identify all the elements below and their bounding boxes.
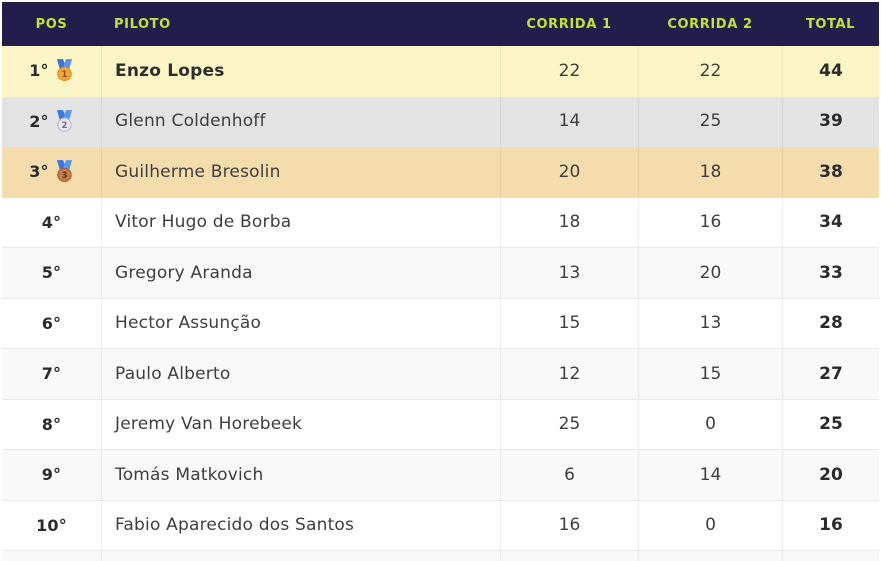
total-points: 16 — [782, 500, 879, 550]
race1-points: 25 — [500, 399, 638, 449]
column-header-corrida1: CORRIDA 1 — [526, 16, 612, 32]
race1-points: 15 — [500, 298, 638, 348]
table-row: 3° 3 Guilherme Bresolin 20 18 38 — [2, 147, 879, 198]
position-cell: 10° — [2, 501, 101, 551]
pilot-name: Guilherme Bresolin — [101, 147, 500, 197]
race1-points: 16 — [500, 500, 638, 550]
total-points: 27 — [782, 349, 879, 399]
pilot-name: Enzo Lopes — [101, 46, 500, 96]
race1-points: 22 — [500, 46, 638, 96]
race2-points: 22 — [638, 46, 782, 96]
pilot-name: Vitor Hugo de Borba — [101, 197, 500, 247]
position-label: 7° — [41, 364, 62, 384]
total-points: 20 — [782, 450, 879, 500]
total-points: 44 — [782, 46, 879, 96]
silver-medal-icon: 2 — [56, 109, 72, 132]
position-label: 10° — [36, 515, 67, 535]
race2-points: 0 — [638, 500, 782, 550]
total-points — [782, 551, 879, 561]
column-header-total: TOTAL — [805, 16, 856, 32]
race1-points: 20 — [500, 147, 638, 197]
table-row: 10° Fabio Aparecido dos Santos 16 0 16 — [2, 500, 879, 551]
pilot-name: Paulo Alberto — [101, 349, 500, 399]
position-cell: 6° — [2, 299, 101, 349]
table-header-row: POS PILOTO CORRIDA 1 CORRIDA 2 TOTAL — [2, 2, 879, 46]
race2-points: 15 — [638, 349, 782, 399]
table-body: 1° 1 Enzo Lopes 22 22 44 2° 2 Glenn Cold… — [2, 46, 879, 561]
column-header-corrida2: CORRIDA 2 — [667, 16, 753, 32]
table-row: 6° Hector Assunção 15 13 28 — [2, 298, 879, 349]
medal-slot: 3 — [55, 160, 74, 183]
position-cell: 4° — [2, 198, 101, 248]
table-row: 9° Tomás Matkovich 6 14 20 — [2, 450, 879, 501]
table-row: 2° 2 Glenn Coldenhoff 14 25 39 — [2, 96, 879, 147]
race2-points: 16 — [638, 197, 782, 247]
svg-text:3: 3 — [61, 171, 67, 181]
total-points: 39 — [782, 96, 879, 146]
position-label: 1° — [29, 61, 49, 81]
position-cell: 5° — [2, 248, 101, 298]
position-cell: 2° 2 — [2, 97, 101, 147]
race1-points: 6 — [500, 450, 638, 500]
race2-points: 25 — [638, 96, 782, 146]
pilot-name — [101, 551, 500, 561]
pilot-name: Glenn Coldenhoff — [101, 96, 500, 146]
table-row: 7° Paulo Alberto 12 15 27 — [2, 349, 879, 400]
table-row: 4° Vitor Hugo de Borba 18 16 34 — [2, 197, 879, 248]
race2-points: 20 — [638, 248, 782, 298]
svg-text:1: 1 — [61, 70, 67, 80]
race1-points — [500, 551, 638, 561]
column-header-piloto: PILOTO — [114, 16, 171, 32]
svg-text:2: 2 — [61, 121, 67, 131]
position-cell: 7° — [2, 349, 101, 399]
position-label: 4° — [41, 212, 62, 232]
pilot-name: Fabio Aparecido dos Santos — [101, 500, 500, 550]
total-points: 34 — [782, 197, 879, 247]
race1-points: 13 — [500, 248, 638, 298]
position-label: 6° — [41, 313, 62, 333]
total-points: 25 — [782, 399, 879, 449]
position-cell: 8° — [2, 400, 101, 450]
position-label: 2° — [29, 111, 49, 131]
total-points: 28 — [782, 298, 879, 348]
column-header-pos: POS — [35, 16, 68, 32]
race2-points: 14 — [638, 450, 782, 500]
race1-points: 14 — [500, 96, 638, 146]
position-cell — [2, 551, 101, 561]
race2-points: 13 — [638, 298, 782, 348]
pilot-name: Gregory Aranda — [101, 248, 500, 298]
gold-medal-icon: 1 — [56, 59, 72, 82]
position-label: 9° — [41, 465, 62, 485]
position-cell: 3° 3 — [2, 147, 101, 197]
medal-slot: 1 — [55, 59, 74, 82]
bronze-medal-icon: 3 — [56, 160, 72, 183]
position-label: 5° — [41, 263, 62, 283]
race1-points: 18 — [500, 197, 638, 247]
medal-slot: 2 — [55, 109, 74, 133]
race1-points: 12 — [500, 349, 638, 399]
race2-points: 18 — [638, 147, 782, 197]
total-points: 33 — [782, 248, 879, 298]
race2-points — [638, 551, 782, 561]
total-points: 38 — [782, 147, 879, 197]
pilot-name: Jeremy Van Horebeek — [101, 399, 500, 449]
position-label: 8° — [41, 414, 62, 434]
table-row — [2, 551, 879, 561]
table-row: 1° 1 Enzo Lopes 22 22 44 — [2, 46, 879, 97]
pilot-name: Tomás Matkovich — [101, 450, 500, 500]
position-label: 3° — [29, 162, 49, 182]
table-row: 5° Gregory Aranda 13 20 33 — [2, 248, 879, 299]
table-row: 8° Jeremy Van Horebeek 25 0 25 — [2, 399, 879, 450]
pilot-name: Hector Assunção — [101, 298, 500, 348]
position-cell: 1° 1 — [2, 46, 101, 96]
position-cell: 9° — [2, 450, 101, 500]
race2-points: 0 — [638, 399, 782, 449]
